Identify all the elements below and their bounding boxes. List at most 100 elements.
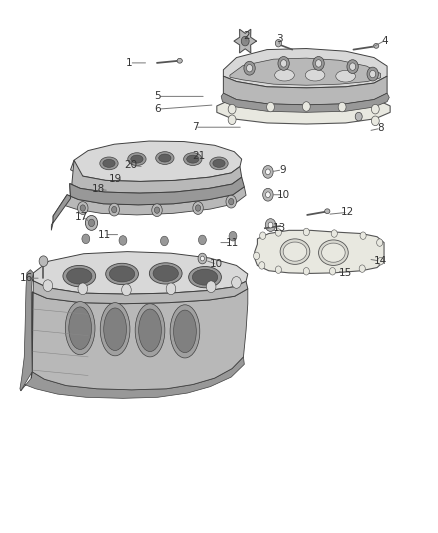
- Text: 8: 8: [377, 123, 384, 133]
- Circle shape: [371, 116, 379, 126]
- Ellipse shape: [159, 154, 171, 162]
- Circle shape: [268, 222, 273, 228]
- Circle shape: [229, 198, 234, 205]
- Circle shape: [302, 102, 310, 111]
- Ellipse shape: [275, 69, 294, 81]
- Ellipse shape: [131, 155, 143, 163]
- Circle shape: [109, 203, 120, 216]
- Circle shape: [43, 280, 53, 292]
- Circle shape: [347, 60, 358, 74]
- Circle shape: [244, 61, 255, 75]
- Circle shape: [193, 201, 203, 214]
- Ellipse shape: [280, 239, 310, 264]
- Text: 3: 3: [276, 34, 283, 44]
- Circle shape: [78, 201, 88, 214]
- Circle shape: [247, 64, 253, 72]
- Polygon shape: [31, 273, 248, 378]
- Circle shape: [82, 234, 90, 244]
- Ellipse shape: [103, 159, 115, 167]
- Ellipse shape: [177, 59, 182, 63]
- Circle shape: [198, 235, 206, 245]
- Ellipse shape: [153, 265, 178, 281]
- Circle shape: [350, 63, 356, 70]
- Circle shape: [338, 102, 346, 112]
- Circle shape: [119, 236, 127, 245]
- Ellipse shape: [374, 44, 379, 49]
- Circle shape: [228, 115, 236, 125]
- Circle shape: [371, 104, 379, 114]
- Text: 20: 20: [124, 160, 138, 171]
- Circle shape: [263, 165, 273, 178]
- Ellipse shape: [100, 157, 118, 169]
- Circle shape: [367, 67, 378, 81]
- Polygon shape: [230, 58, 381, 85]
- Circle shape: [228, 104, 236, 114]
- Polygon shape: [21, 357, 244, 398]
- Circle shape: [232, 277, 241, 288]
- Circle shape: [229, 231, 237, 241]
- Ellipse shape: [170, 305, 200, 358]
- Circle shape: [80, 205, 85, 211]
- Circle shape: [377, 239, 383, 246]
- Circle shape: [112, 206, 117, 213]
- Ellipse shape: [106, 263, 138, 285]
- Circle shape: [331, 230, 337, 237]
- Ellipse shape: [155, 152, 174, 165]
- Circle shape: [303, 228, 309, 236]
- Circle shape: [78, 283, 88, 295]
- Circle shape: [260, 232, 266, 239]
- Text: 6: 6: [155, 104, 161, 114]
- Polygon shape: [70, 160, 242, 198]
- Circle shape: [201, 256, 205, 261]
- Text: 7: 7: [192, 122, 198, 132]
- Ellipse shape: [325, 209, 330, 214]
- Text: 11: 11: [98, 230, 111, 240]
- Circle shape: [265, 219, 276, 231]
- Ellipse shape: [336, 70, 356, 82]
- Circle shape: [359, 265, 365, 272]
- Text: 9: 9: [279, 165, 286, 175]
- Circle shape: [276, 266, 282, 273]
- Ellipse shape: [213, 159, 225, 167]
- Text: 10: 10: [277, 190, 290, 200]
- Circle shape: [85, 215, 98, 230]
- Polygon shape: [223, 49, 387, 88]
- Text: 18: 18: [92, 184, 106, 195]
- Circle shape: [378, 257, 384, 265]
- Ellipse shape: [65, 302, 95, 355]
- Ellipse shape: [69, 307, 92, 350]
- Circle shape: [254, 252, 260, 260]
- Polygon shape: [32, 289, 248, 390]
- Text: 14: 14: [374, 256, 387, 266]
- Ellipse shape: [192, 269, 218, 285]
- Circle shape: [360, 232, 366, 239]
- Ellipse shape: [104, 308, 127, 351]
- Circle shape: [241, 36, 249, 46]
- Ellipse shape: [149, 263, 182, 284]
- Text: 12: 12: [341, 207, 354, 217]
- Circle shape: [198, 253, 207, 264]
- Ellipse shape: [100, 303, 130, 356]
- Polygon shape: [53, 177, 244, 223]
- Polygon shape: [32, 252, 248, 294]
- Text: 4: 4: [381, 36, 388, 45]
- Circle shape: [154, 207, 159, 213]
- Circle shape: [313, 56, 324, 70]
- Ellipse shape: [63, 265, 95, 287]
- Ellipse shape: [318, 240, 348, 265]
- Text: 13: 13: [272, 223, 286, 233]
- Polygon shape: [20, 270, 33, 391]
- Polygon shape: [234, 29, 256, 53]
- Ellipse shape: [128, 153, 146, 165]
- Text: 11: 11: [226, 238, 239, 247]
- Ellipse shape: [189, 266, 221, 288]
- Ellipse shape: [110, 266, 135, 282]
- Circle shape: [281, 60, 287, 67]
- Circle shape: [263, 188, 273, 201]
- Circle shape: [276, 229, 282, 236]
- Text: 10: 10: [210, 260, 223, 269]
- Ellipse shape: [67, 268, 92, 284]
- Circle shape: [278, 56, 289, 70]
- Text: 15: 15: [339, 269, 352, 278]
- Circle shape: [355, 112, 362, 121]
